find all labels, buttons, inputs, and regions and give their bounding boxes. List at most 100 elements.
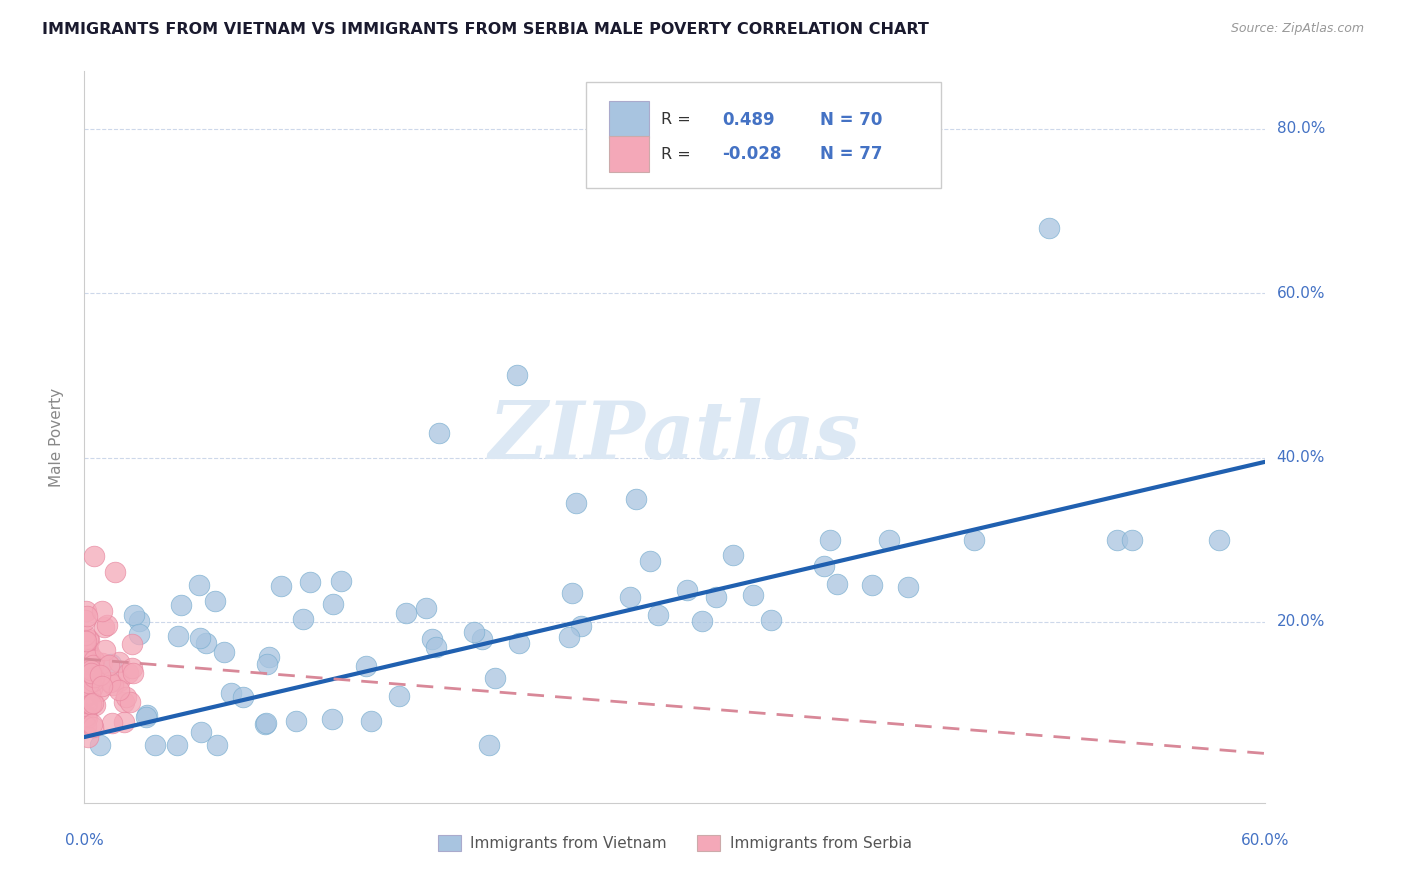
Point xyxy=(322,598,344,612)
Point xyxy=(122,607,145,622)
Point xyxy=(82,667,104,681)
Point xyxy=(561,585,583,599)
Point xyxy=(100,715,122,730)
Point xyxy=(77,662,100,676)
Point xyxy=(75,668,97,682)
Point xyxy=(101,678,124,692)
Text: 40.0%: 40.0% xyxy=(1277,450,1324,465)
Point xyxy=(187,577,209,591)
Point xyxy=(80,698,103,712)
Point xyxy=(420,632,443,646)
Point xyxy=(82,673,104,688)
Point xyxy=(638,553,661,567)
Point xyxy=(214,645,236,659)
Point xyxy=(471,632,494,646)
Point xyxy=(77,675,100,690)
Point xyxy=(89,684,111,698)
Point xyxy=(76,647,98,661)
Point xyxy=(100,657,122,671)
Point xyxy=(82,696,104,710)
Point xyxy=(79,648,101,663)
Point xyxy=(395,607,418,621)
Text: 80.0%: 80.0% xyxy=(1277,121,1324,136)
Point xyxy=(75,719,97,733)
Point xyxy=(207,739,229,753)
Point xyxy=(76,660,98,674)
Point xyxy=(83,670,105,684)
Point xyxy=(813,558,835,573)
Point xyxy=(232,690,254,704)
Point xyxy=(83,653,105,667)
Point xyxy=(108,656,131,670)
Point xyxy=(963,533,986,547)
Point xyxy=(721,548,744,562)
Text: IMMIGRANTS FROM VIETNAM VS IMMIGRANTS FROM SERBIA MALE POVERTY CORRELATION CHART: IMMIGRANTS FROM VIETNAM VS IMMIGRANTS FR… xyxy=(42,22,929,37)
FancyBboxPatch shape xyxy=(609,136,650,172)
Point xyxy=(94,642,117,657)
Point xyxy=(89,667,111,681)
Point xyxy=(79,671,101,685)
Text: N = 70: N = 70 xyxy=(820,111,883,128)
Point xyxy=(692,614,714,628)
Text: ZIPatlas: ZIPatlas xyxy=(489,399,860,475)
Point xyxy=(360,714,382,728)
Point xyxy=(76,696,98,710)
Point xyxy=(79,652,101,666)
Point xyxy=(704,591,727,605)
Point xyxy=(76,681,98,695)
Point xyxy=(619,590,641,604)
Point xyxy=(190,725,212,739)
Text: 60.0%: 60.0% xyxy=(1241,833,1289,848)
Point xyxy=(75,628,97,642)
Point xyxy=(321,712,343,726)
Point xyxy=(77,665,100,680)
Point xyxy=(506,368,529,383)
Point xyxy=(1105,533,1128,547)
Point xyxy=(569,619,592,633)
Point xyxy=(82,720,104,734)
Point xyxy=(818,533,841,547)
Point xyxy=(128,614,150,628)
Point xyxy=(77,632,100,647)
Point xyxy=(91,656,114,670)
Point xyxy=(98,674,121,689)
Point xyxy=(91,679,114,693)
Point xyxy=(188,631,211,645)
Y-axis label: Male Poverty: Male Poverty xyxy=(49,387,63,487)
Point xyxy=(194,635,217,649)
Point xyxy=(76,709,98,723)
Point xyxy=(257,650,280,665)
Point xyxy=(76,609,98,624)
Point xyxy=(877,533,900,547)
Point xyxy=(1038,220,1060,235)
Point xyxy=(1208,533,1230,547)
Point xyxy=(425,640,447,655)
Point xyxy=(117,666,139,681)
FancyBboxPatch shape xyxy=(586,82,941,188)
Point xyxy=(121,637,143,651)
Point xyxy=(128,627,150,641)
Point xyxy=(143,739,166,753)
Point xyxy=(1121,533,1143,547)
Point xyxy=(75,652,97,666)
Point xyxy=(76,681,98,696)
Point xyxy=(115,690,138,705)
Point xyxy=(292,612,315,626)
Point xyxy=(104,566,127,580)
Point xyxy=(83,549,105,564)
Point xyxy=(565,496,588,510)
Point xyxy=(254,717,277,731)
Point xyxy=(76,648,98,663)
Point xyxy=(80,666,103,681)
Point xyxy=(256,657,278,671)
Point xyxy=(860,577,883,591)
Point xyxy=(75,604,97,618)
Text: R =: R = xyxy=(661,112,696,128)
Point xyxy=(647,608,669,623)
Point xyxy=(388,689,411,703)
Point xyxy=(330,574,353,588)
Point xyxy=(79,671,101,685)
Point xyxy=(76,691,98,706)
Point xyxy=(285,714,308,729)
Text: 60.0%: 60.0% xyxy=(1277,285,1324,301)
